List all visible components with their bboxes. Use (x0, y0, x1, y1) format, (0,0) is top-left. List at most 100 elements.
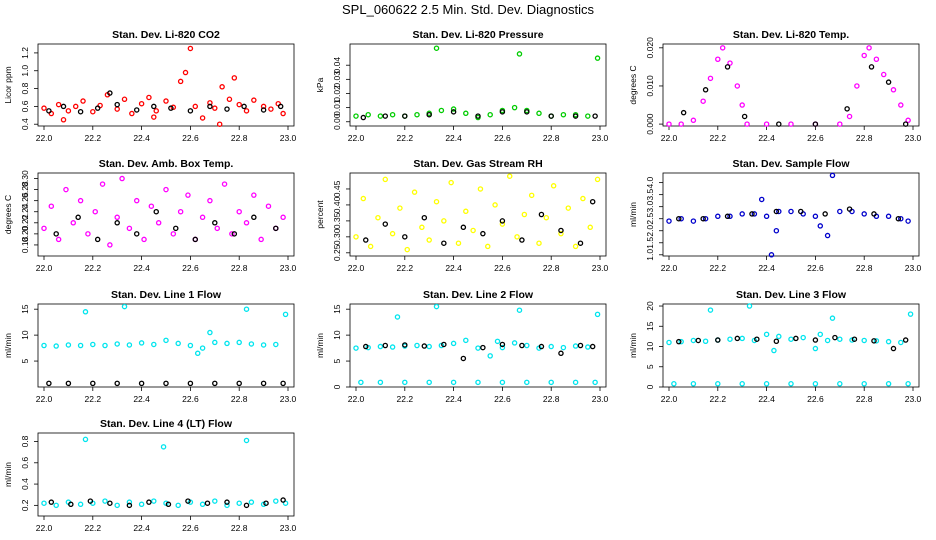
data-point (798, 208, 804, 215)
y-tick-label: 10 (332, 330, 342, 340)
data-point (419, 224, 425, 231)
data-point (185, 498, 191, 504)
data-point (873, 56, 880, 63)
data-point (185, 192, 191, 198)
y-axis-label: percent (315, 200, 325, 229)
data-point (754, 336, 760, 342)
data-point (763, 121, 770, 127)
series-2 (360, 109, 598, 121)
data-point (63, 186, 69, 193)
data-point (231, 231, 238, 237)
data-point (524, 342, 530, 349)
data-point (776, 333, 782, 340)
data-point (817, 223, 824, 229)
y-axis-label: ml/min (628, 202, 638, 227)
data-point (868, 64, 875, 70)
data-point (695, 337, 702, 344)
data-point (676, 338, 682, 345)
data-point (519, 342, 525, 349)
data-point (177, 78, 184, 85)
data-point (212, 380, 218, 387)
data-point (763, 331, 770, 338)
data-point (126, 502, 133, 509)
data-point (375, 214, 381, 221)
data-point (905, 218, 911, 224)
y-tick-label: 0.03 (332, 71, 342, 88)
data-point (895, 215, 902, 222)
data-point (776, 208, 782, 215)
data-point (455, 240, 462, 246)
page-title: SPL_060622 2.5 Min. Std. Dev. Diagnostic… (342, 2, 594, 17)
y-tick-label: 4.0 (645, 176, 655, 188)
series-3 (363, 341, 596, 362)
data-point (487, 111, 493, 118)
x-tick-label: 22.8 (543, 394, 560, 404)
data-point (548, 343, 554, 350)
x-tick-label: 22.4 (133, 133, 150, 143)
data-point (41, 105, 47, 111)
data-point (433, 303, 440, 310)
x-tick-label: 22.2 (710, 263, 727, 273)
data-point (138, 340, 145, 346)
data-point (389, 344, 396, 350)
data-point (199, 345, 206, 351)
x-tick-label: 22.6 (807, 394, 824, 404)
data-point (126, 342, 133, 348)
data-point (212, 498, 218, 504)
data-point (129, 110, 135, 117)
data-point (871, 338, 877, 344)
data-point (846, 113, 853, 120)
data-point (565, 205, 572, 211)
data-point (702, 338, 709, 344)
data-point (707, 307, 714, 313)
panel-title: Stan. Dev. Li-820 CO2 (112, 29, 220, 41)
data-point (133, 107, 140, 113)
x-tick-label: 22.4 (133, 263, 150, 273)
x-tick-label: 22.4 (445, 394, 462, 404)
panel-9: Stan. Dev. Line 3 Flow ml/min 22.0 22.2 22.4… (628, 289, 922, 404)
data-point (148, 203, 155, 209)
x-tick-label: 23.0 (280, 394, 297, 404)
data-point (382, 176, 389, 183)
data-point (560, 111, 567, 118)
y-tick-label: 0.35 (332, 212, 342, 229)
data-point (898, 339, 904, 346)
data-point (463, 208, 469, 215)
data-point (450, 379, 457, 386)
x-tick-label: 23.0 (592, 263, 609, 273)
data-point (85, 231, 91, 237)
y-tick-label: 0.010 (645, 75, 655, 97)
y-tick-label: 5 (645, 364, 655, 369)
data-point (516, 51, 523, 57)
data-point (773, 338, 780, 344)
data-point (450, 109, 457, 115)
y-tick-label: 0.4 (20, 118, 30, 130)
data-point (99, 181, 106, 187)
data-point (224, 502, 230, 509)
x-tick-label: 22.8 (856, 133, 873, 143)
data-point (163, 186, 169, 193)
x-tick-label: 22.0 (348, 263, 365, 273)
plot-frame (349, 43, 607, 127)
data-point (173, 225, 179, 232)
data-point (46, 380, 52, 387)
data-point (499, 218, 506, 224)
data-point (192, 103, 199, 110)
data-point (829, 172, 836, 179)
x-tick-label: 22.0 (36, 133, 53, 143)
data-point (438, 107, 445, 114)
x-tick-label: 23.0 (280, 263, 297, 273)
data-point (771, 347, 777, 354)
data-point (199, 115, 206, 121)
data-point (475, 113, 481, 119)
data-point (94, 236, 101, 243)
data-point (273, 225, 279, 232)
data-point (187, 342, 194, 349)
y-tick-label: 1.0 (20, 65, 30, 77)
plot-frame (37, 43, 295, 127)
data-point (153, 108, 159, 114)
data-point (433, 45, 440, 51)
data-point (492, 202, 498, 208)
x-tick-label: 22.8 (231, 523, 248, 533)
y-tick-label: 3.0 (645, 201, 655, 213)
